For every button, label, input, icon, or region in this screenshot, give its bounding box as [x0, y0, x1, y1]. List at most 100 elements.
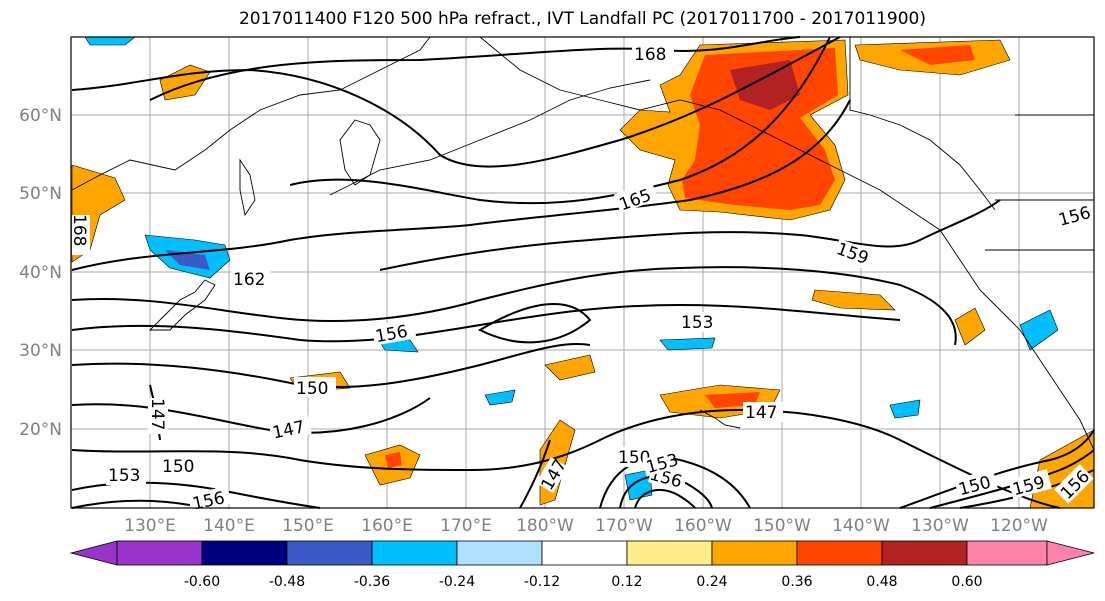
colorbar-seg [711, 540, 798, 566]
negative-anomaly-shading [84, 36, 1059, 501]
lon-label: 160°E [361, 516, 413, 536]
contour-156-sw [71, 499, 191, 509]
colorbar-seg [626, 540, 713, 566]
lat-label: 60°N [19, 106, 62, 126]
longitude-labels: 130°E 140°E 150°E 160°E 170°E 180°W 170°… [124, 516, 1048, 536]
contour-156 [71, 266, 957, 346]
lon-label: 150°E [282, 516, 334, 536]
coast-kamchatka [339, 119, 381, 186]
shade-mid-pac-1 [811, 289, 896, 311]
contour-147 [71, 397, 431, 434]
contour-162 [71, 99, 851, 271]
lon-label: 140°E [203, 516, 255, 536]
lat-label: 30°N [19, 341, 62, 361]
colorbar [69, 540, 1095, 566]
coastlines [71, 36, 1095, 451]
contour-label: 147 [147, 398, 167, 430]
colorbar-label: 0.60 [951, 574, 982, 590]
contour-165 [71, 36, 841, 168]
contour-159 [379, 199, 1001, 271]
lon-label: 130°W [911, 516, 969, 536]
contour-label: 162 [233, 270, 265, 290]
lon-label: 150°W [753, 516, 811, 536]
shade-blue-400 [889, 399, 921, 419]
colorbar-label: 0.36 [781, 574, 812, 590]
shade-blue-330b [659, 337, 716, 351]
coast-sakhalin [239, 158, 256, 217]
coast-hawaii [699, 409, 741, 429]
contour-label: 153 [681, 313, 713, 333]
lon-label: 170°W [595, 516, 653, 536]
lon-label: 180°W [516, 516, 574, 536]
lon-label: 120°W [990, 516, 1048, 536]
shade-blue-coast [1019, 309, 1059, 351]
colorbar-seg [456, 540, 543, 566]
colorbar-seg [371, 540, 458, 566]
contour-label: 153 [108, 466, 140, 486]
colorbar-label: 0.24 [696, 574, 727, 590]
contour-150-se [899, 429, 1095, 509]
colorbar-labels: -0.60 -0.48 -0.36 -0.24 -0.12 0.12 0.24 … [184, 574, 983, 590]
lon-label: 130°E [124, 516, 176, 536]
contour-label: 150 [296, 379, 328, 399]
colorbar-label: 0.48 [866, 574, 897, 590]
colorbar-seg [881, 540, 968, 566]
shade-subtrop-3-inner [385, 452, 402, 468]
contour-168 [149, 36, 801, 101]
colorbar-seg [541, 540, 628, 566]
contour-150-low [599, 456, 751, 509]
lat-label: 40°N [19, 263, 62, 283]
shade-japan-blue-inner [165, 250, 210, 270]
contour-153-se [929, 449, 1095, 509]
coast-japan [148, 279, 216, 331]
coast-canada [849, 37, 996, 211]
contour-153b [477, 303, 592, 344]
coast-alaska [479, 36, 1095, 451]
contour-label: 147 [745, 403, 777, 423]
map-border [70, 36, 1095, 509]
contour-label: 150 [618, 448, 650, 468]
colorbar-label: -0.12 [524, 574, 560, 590]
contour-label: 150 [162, 457, 194, 477]
colorbar-seg [286, 540, 373, 566]
contour-label: 168 [634, 45, 666, 65]
colorbar-label: 0.12 [611, 574, 642, 590]
contour-165b [289, 36, 831, 205]
colorbar-extend-high [1046, 540, 1095, 566]
latitude-labels: 60°N 50°N 40°N 30°N 20°N [19, 106, 62, 440]
colorbar-extend-low [69, 540, 118, 566]
colorbar-seg [116, 540, 203, 566]
coast-us-border [985, 114, 1094, 251]
contour-label: 168 [69, 214, 89, 246]
shade-subtrop-2 [544, 354, 596, 381]
colorbar-seg [796, 540, 883, 566]
colorbar-label: -0.36 [354, 574, 390, 590]
map-panel: 168 165 159 162 156 153 150 147 147 150 … [69, 36, 1095, 514]
colorbar-label: -0.24 [439, 574, 475, 590]
map-title: 2017011400 F120 500 hPa refract., IVT La… [238, 9, 926, 29]
lon-label: 140°W [832, 516, 890, 536]
contour-147b [71, 408, 1061, 509]
contour-153 [71, 303, 901, 343]
contour-147-low [519, 439, 551, 509]
shade-canada-inner [900, 45, 975, 65]
shade-alaska-inner [682, 48, 838, 210]
contour-156-low [634, 488, 696, 509]
height-contours [71, 36, 1095, 509]
lat-label: 20°N [19, 420, 62, 440]
lon-label: 170°E [440, 516, 492, 536]
coast-aleutians [329, 79, 651, 196]
colorbar-label: -0.48 [269, 574, 305, 590]
colorbar-label: -0.60 [184, 574, 220, 590]
colorbar-seg [966, 540, 1048, 566]
shade-west-coast [954, 307, 986, 346]
contour-150 [71, 343, 591, 389]
lon-label: 160°W [674, 516, 732, 536]
coast-asia [71, 36, 431, 191]
contour-labels: 168 165 159 162 156 153 150 147 147 150 … [69, 44, 1094, 514]
colorbar-seg [201, 540, 288, 566]
shade-blue-small [484, 389, 516, 406]
lat-label: 50°N [19, 184, 62, 204]
shade-alaska-core [730, 60, 800, 110]
